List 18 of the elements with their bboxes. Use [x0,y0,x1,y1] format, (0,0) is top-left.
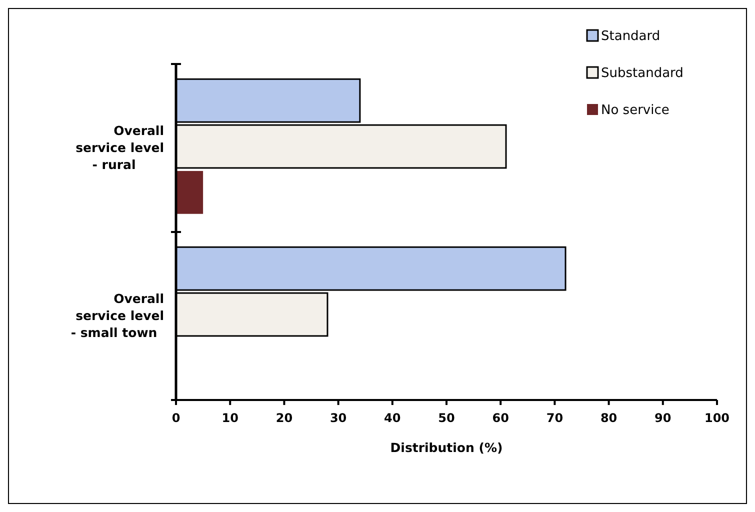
x-tick-label: 50 [438,411,455,425]
x-tick-label: 100 [704,411,730,425]
x-tick-label: 80 [600,411,618,425]
x-tick-label: 30 [330,411,347,425]
x-tick-label: 60 [492,411,509,425]
x-tick-label: 20 [276,411,293,425]
legend-label: Standard [601,29,660,44]
legend-label: No service [601,103,670,118]
y-tick-label: Overall service level - small town [70,291,164,340]
x-tick-label: 90 [654,411,672,425]
legend-label: Substandard [601,66,684,81]
x-tick-label: 40 [384,411,401,425]
bar [176,170,204,214]
y-tick-label: Overall service level - rural [76,123,164,172]
x-tick-label: 10 [222,411,238,425]
x-tick-label: 0 [172,411,180,425]
x-axis-title: Distribution (%) [390,440,503,455]
x-tick-label: 70 [546,411,564,425]
